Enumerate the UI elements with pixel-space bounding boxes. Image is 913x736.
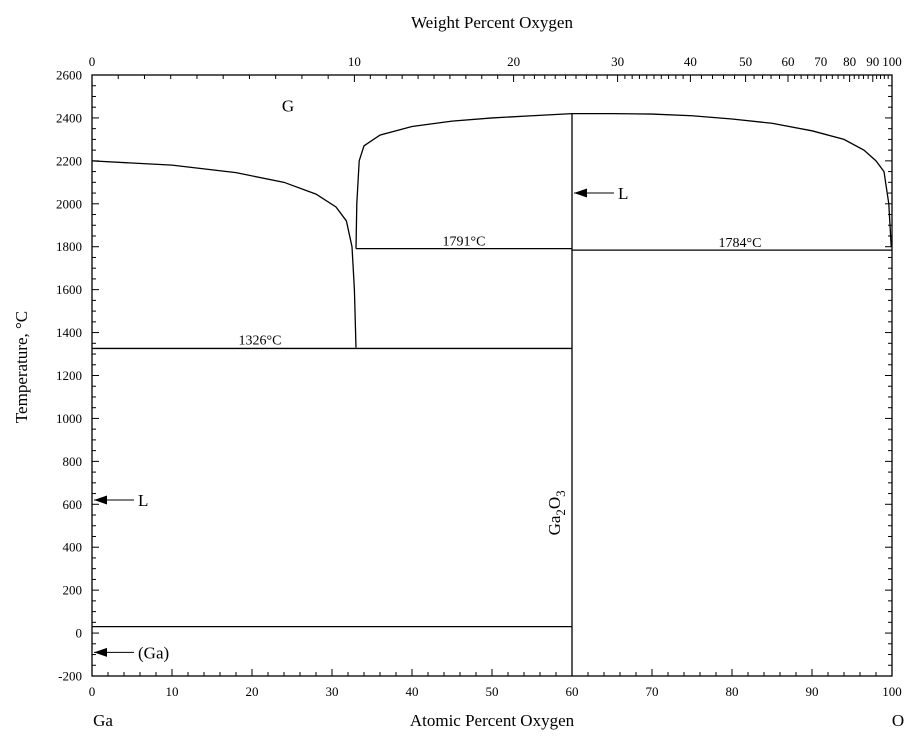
- y-axis-title: Temperature, °C: [12, 311, 31, 423]
- y-tick-label: 2600: [56, 68, 82, 83]
- arrow-label: L: [138, 491, 148, 510]
- plot-frame: [91, 74, 893, 677]
- y-tick-label: 2400: [56, 110, 82, 125]
- region-label: G: [282, 96, 294, 115]
- x-tick-label: 70: [646, 684, 659, 699]
- x-tick-label: 10: [166, 684, 179, 699]
- phase-boundary-1: [91, 160, 357, 348]
- y-tick-label: 2000: [56, 196, 82, 211]
- x-tick-label: 60: [566, 684, 579, 699]
- x2-tick-label: 100: [882, 54, 902, 69]
- x-tick-label: 100: [882, 684, 902, 699]
- x-tick-label: 30: [326, 684, 339, 699]
- x2-tick-label: 70: [814, 54, 827, 69]
- x-axis-title: Atomic Percent Oxygen: [410, 711, 575, 730]
- x-tick-label: 50: [486, 684, 499, 699]
- x-tick-label: 20: [246, 684, 259, 699]
- left-element-label: Ga: [93, 711, 113, 730]
- y-tick-label: 400: [63, 540, 83, 555]
- compound-label-part: 3: [553, 490, 568, 497]
- x-tick-label: 40: [406, 684, 419, 699]
- arrow-head: [94, 647, 107, 657]
- y-tick-label: -200: [58, 669, 82, 684]
- y-tick-label: 800: [63, 454, 83, 469]
- temperature-label: 1791°C: [443, 235, 486, 250]
- y-tick-label: 1600: [56, 282, 82, 297]
- arrow-label: L: [618, 184, 628, 203]
- x-tick-label: 80: [726, 684, 739, 699]
- x2-tick-label: 80: [843, 54, 856, 69]
- right-element-label: O: [892, 711, 904, 730]
- y-tick-label: 1000: [56, 411, 82, 426]
- temperature-label: 1326°C: [239, 333, 282, 348]
- y-tick-label: 1800: [56, 239, 82, 254]
- compound-label: Ga2O3: [545, 490, 568, 535]
- compound-label-part: O: [545, 497, 564, 509]
- x2-tick-label: 0: [89, 54, 96, 69]
- arrow-label: (Ga): [138, 643, 169, 662]
- compound-label-part: 2: [553, 509, 568, 516]
- y-tick-label: 1200: [56, 368, 82, 383]
- x-tick-label: 90: [806, 684, 819, 699]
- arrow-head: [574, 188, 587, 198]
- x2-tick-label: 10: [348, 54, 361, 69]
- x-tick-label: 0: [89, 684, 96, 699]
- arrow-head: [94, 495, 107, 505]
- y-tick-label: 600: [63, 497, 83, 512]
- y-tick-label: 200: [63, 583, 83, 598]
- x2-tick-label: 50: [739, 54, 752, 69]
- x2-tick-label: 20: [507, 54, 520, 69]
- y-tick-label: 1400: [56, 325, 82, 340]
- temperature-label: 1784°C: [719, 236, 762, 251]
- compound-label-part: Ga: [545, 515, 564, 535]
- x2-tick-label: 40: [684, 54, 697, 69]
- x2-tick-label: 30: [611, 54, 624, 69]
- phase-boundary-2: [355, 112, 892, 249]
- x2-tick-label: 90: [866, 54, 879, 69]
- top-axis-title: Weight Percent Oxygen: [411, 13, 573, 32]
- x2-tick-label: 60: [782, 54, 795, 69]
- y-tick-label: 2200: [56, 153, 82, 168]
- y-tick-label: 0: [76, 626, 83, 641]
